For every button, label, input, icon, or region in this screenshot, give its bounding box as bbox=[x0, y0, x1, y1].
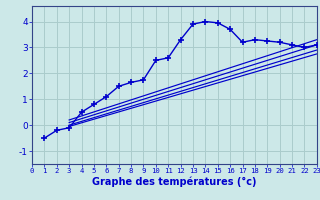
X-axis label: Graphe des températures (°c): Graphe des températures (°c) bbox=[92, 177, 257, 187]
